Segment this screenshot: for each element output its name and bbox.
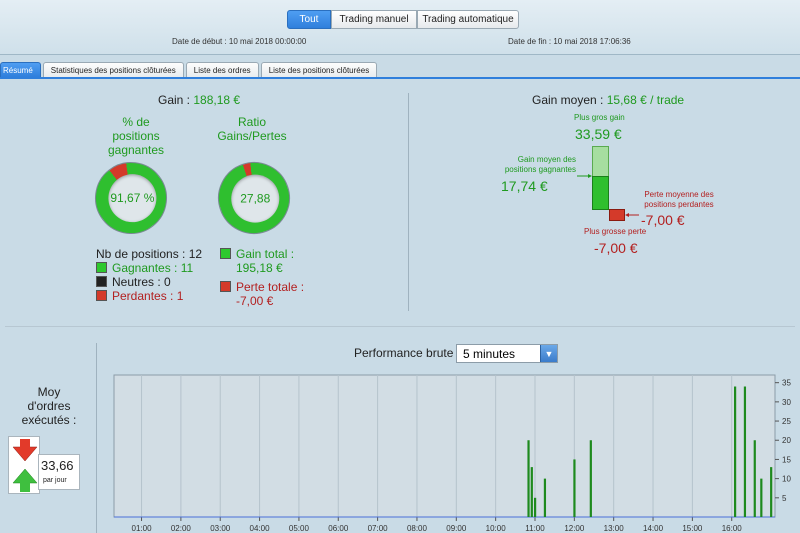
avg-loss-value: -7,00 €: [641, 212, 685, 228]
performance-title: Performance brute: [354, 346, 454, 360]
chart-bar: [770, 467, 773, 517]
x-tick-label: 08:00: [407, 524, 428, 533]
win-rate-title: % de positions gagnantes: [107, 115, 165, 157]
y-tick-label: 15: [782, 455, 791, 464]
chart-bar: [530, 467, 533, 517]
total-loss-swatch: [220, 281, 231, 292]
winners-count: Gagnantes : 11: [112, 261, 194, 275]
filter-manual-button[interactable]: Trading manuel: [331, 10, 417, 29]
x-tick-label: 15:00: [682, 524, 703, 533]
worst-loss-value: -7,00 €: [594, 240, 638, 256]
x-tick-label: 09:00: [446, 524, 467, 533]
x-tick-label: 10:00: [486, 524, 507, 533]
x-tick-label: 04:00: [250, 524, 271, 533]
worst-loss-label: Plus grosse perte: [584, 227, 647, 236]
orders-arrows-icon: [12, 439, 38, 492]
x-tick-label: 02:00: [171, 524, 192, 533]
chart-bar: [753, 440, 756, 517]
total-gain-label: Gain total :: [236, 247, 295, 261]
orders-unit: par jour: [43, 477, 67, 484]
y-tick-label: 30: [782, 398, 791, 407]
chart-bar: [533, 497, 537, 517]
tab-orders-list[interactable]: Liste des ordres: [185, 62, 259, 77]
section-divider: [96, 343, 97, 533]
x-tick-label: 13:00: [604, 524, 625, 533]
chart-bar: [589, 440, 592, 517]
orders-icon-card: [8, 436, 40, 494]
neutral-legend-swatch: [96, 276, 107, 287]
positions-count: Nb de positions : 12: [96, 247, 203, 261]
avg-loss-bar: [609, 209, 625, 221]
bar-arrows: [577, 174, 639, 217]
tab-closed-positions-stats[interactable]: Statistiques des positions clôturées: [42, 62, 184, 77]
tab-underline: [0, 77, 800, 79]
chart-bar: [760, 478, 763, 517]
avg-loss-label: Perte moyenne des positions perdantes: [644, 190, 714, 209]
x-tick-label: 01:00: [132, 524, 153, 533]
trading-filter-group: Tout Trading manuel Trading automatique: [287, 10, 519, 29]
end-date: Date de fin : 10 mai 2018 17:06:36: [508, 37, 631, 46]
y-tick-label: 10: [782, 475, 791, 484]
best-gain-label: Plus gros gain: [574, 113, 625, 122]
x-tick-label: 07:00: [368, 524, 389, 533]
y-tick-label: 35: [782, 379, 791, 388]
orders-value: 33,66: [41, 458, 74, 473]
total-gain-swatch: [220, 248, 231, 259]
start-date: Date de début : 10 mai 2018 00:00:00: [172, 37, 307, 46]
y-tick-label: 25: [782, 417, 791, 426]
total-loss-value: -7,00 €: [236, 294, 274, 308]
y-tick-label: 20: [782, 436, 791, 445]
chart-bar: [543, 478, 547, 517]
losers-legend-swatch: [96, 290, 107, 301]
winners-legend-swatch: [96, 262, 107, 273]
best-gain-value: 33,59 €: [575, 126, 622, 142]
losers-count: Perdantes : 1: [112, 289, 184, 303]
x-tick-label: 06:00: [328, 524, 349, 533]
total-gain-value: 195,18 €: [236, 261, 283, 275]
y-tick-label: 5: [782, 494, 787, 503]
orders-title: Moy d'ordres exécutés :: [21, 385, 77, 427]
filter-auto-button[interactable]: Trading automatique: [417, 10, 519, 29]
orders-value-card: 33,66 par jour: [38, 454, 80, 490]
chart-bar: [573, 459, 576, 517]
x-tick-label: 12:00: [564, 524, 585, 533]
filter-all-button[interactable]: Tout: [287, 10, 331, 29]
x-tick-label: 05:00: [289, 524, 310, 533]
chart-plot-area: [113, 374, 776, 518]
chart-bar: [527, 440, 530, 517]
chart-bar: [743, 386, 747, 517]
neutral-count: Neutres : 0: [112, 275, 171, 289]
interval-select[interactable]: 5 minutes: [456, 344, 558, 363]
top-bar: Tout Trading manuel Trading automatique …: [0, 0, 800, 55]
tab-bar: Résumé Statistiques des positions clôtur…: [0, 62, 379, 77]
avg-gain-heading: Gain moyen : 15,68 € / trade: [532, 93, 685, 107]
gain-heading: Gain : 188,18 €: [158, 93, 241, 107]
tab-summary[interactable]: Résumé: [0, 62, 41, 77]
section-divider-h: [5, 326, 795, 327]
chart-bar: [733, 386, 737, 517]
tab-closed-positions-list[interactable]: Liste des positions clôturées: [260, 62, 378, 77]
x-tick-label: 03:00: [210, 524, 231, 533]
avg-win-value: 17,74 €: [501, 178, 548, 194]
x-tick-label: 11:00: [525, 524, 545, 533]
x-tick-label: 16:00: [722, 524, 743, 533]
ratio-title: Ratio Gains/Pertes: [217, 115, 287, 143]
avg-win-label: Gain moyen des positions gagnantes: [504, 155, 576, 174]
x-tick-label: 14:00: [643, 524, 664, 533]
section-divider: [408, 93, 409, 311]
total-loss-label: Perte totale :: [236, 280, 305, 294]
avg-win-bar: [592, 176, 609, 210]
